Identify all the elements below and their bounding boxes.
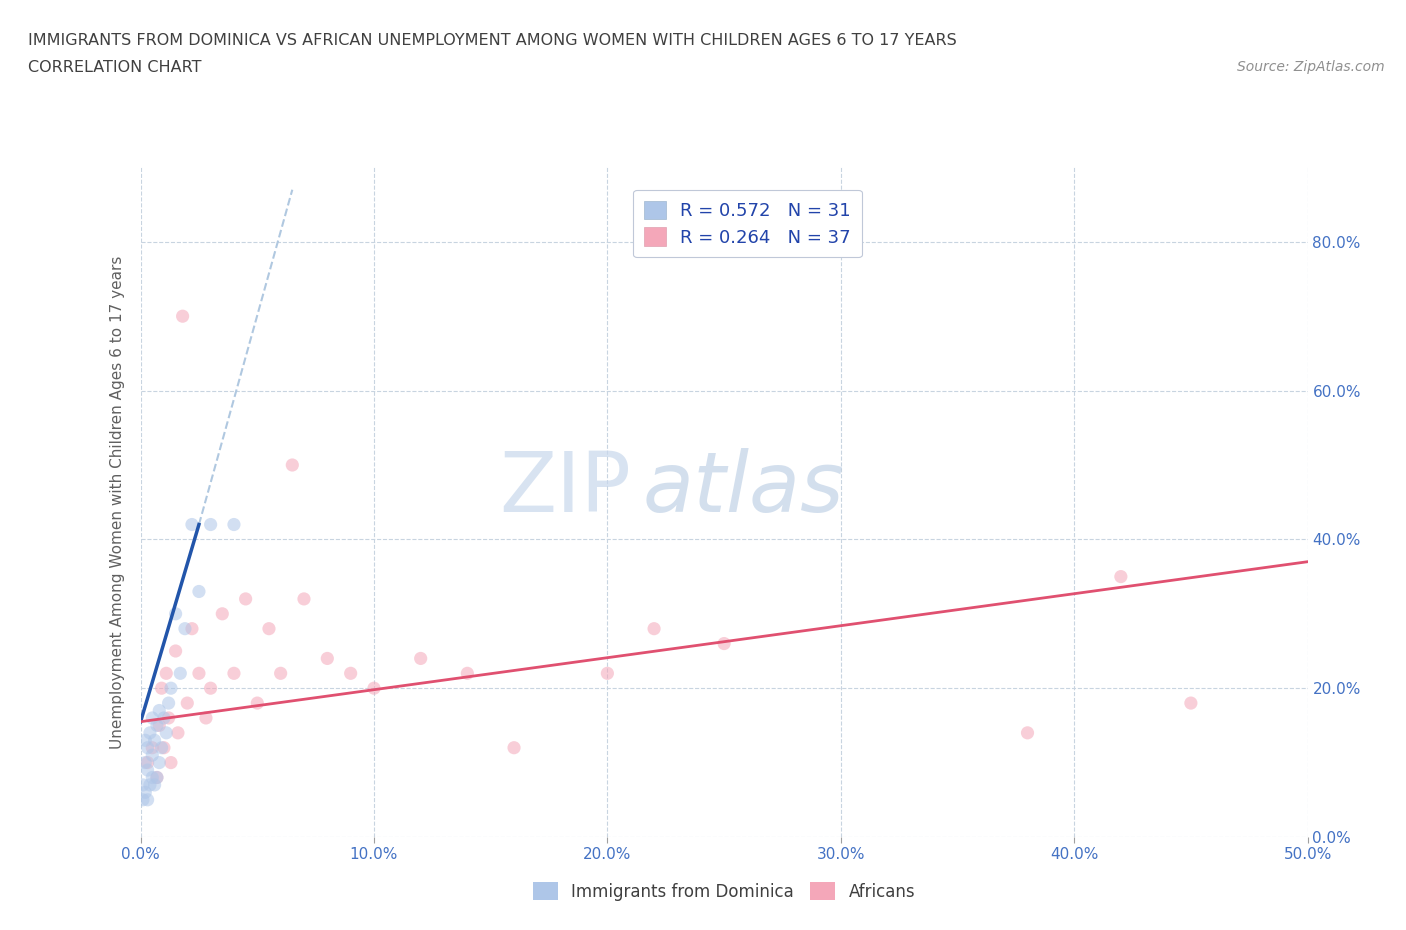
Point [188, 666, 211, 681]
Point [141, 711, 163, 725]
Point [136, 755, 159, 770]
Point [246, 696, 269, 711]
Point [150, 681, 173, 696]
Point [222, 666, 245, 681]
Point [153, 711, 176, 725]
Point [134, 755, 156, 770]
Point [713, 636, 735, 651]
Point [139, 777, 162, 792]
Point [257, 621, 280, 636]
Point [132, 777, 155, 792]
Point [143, 777, 166, 792]
Point [141, 740, 163, 755]
Point [222, 517, 245, 532]
Point [188, 584, 211, 599]
Point [165, 606, 187, 621]
Point [146, 770, 169, 785]
Point [1109, 569, 1132, 584]
Legend: Immigrants from Dominica, Africans: Immigrants from Dominica, Africans [524, 873, 924, 909]
Point [1180, 696, 1202, 711]
Point [157, 711, 180, 725]
Point [153, 740, 176, 755]
Point [167, 725, 190, 740]
Point [503, 740, 526, 755]
Point [136, 792, 159, 807]
Point [146, 770, 169, 785]
Point [270, 666, 292, 681]
Point [148, 718, 170, 733]
Point [281, 458, 304, 472]
Text: atlas: atlas [643, 448, 844, 529]
Point [211, 606, 233, 621]
Point [596, 666, 619, 681]
Point [235, 591, 257, 606]
Point [409, 651, 432, 666]
Point [172, 309, 194, 324]
Point [176, 696, 198, 711]
Point [157, 696, 180, 711]
Point [160, 681, 183, 696]
Point [456, 666, 478, 681]
Point [134, 785, 156, 800]
Point [143, 733, 166, 748]
Point [174, 621, 197, 636]
Point [165, 644, 187, 658]
Point [141, 770, 163, 785]
Point [363, 681, 385, 696]
Point [139, 725, 162, 740]
Point [181, 517, 204, 532]
Point [146, 718, 169, 733]
Point [292, 591, 315, 606]
Point [316, 651, 339, 666]
Point [339, 666, 361, 681]
Point [1017, 725, 1039, 740]
Text: ZIP: ZIP [499, 448, 631, 529]
Point [150, 740, 173, 755]
Point [181, 621, 204, 636]
Point [148, 755, 170, 770]
Text: IMMIGRANTS FROM DOMINICA VS AFRICAN UNEMPLOYMENT AMONG WOMEN WITH CHILDREN AGES : IMMIGRANTS FROM DOMINICA VS AFRICAN UNEM… [28, 33, 957, 47]
Point [200, 681, 222, 696]
Point [134, 733, 156, 748]
Y-axis label: Unemployment Among Women with Children Ages 6 to 17 years: Unemployment Among Women with Children A… [110, 256, 125, 749]
Point [194, 711, 217, 725]
Point [136, 763, 159, 777]
Point [169, 666, 191, 681]
Point [136, 740, 159, 755]
Text: CORRELATION CHART: CORRELATION CHART [28, 60, 201, 75]
Point [155, 725, 177, 740]
Point [643, 621, 665, 636]
Point [132, 792, 155, 807]
Point [160, 755, 183, 770]
Point [141, 748, 163, 763]
Point [155, 666, 177, 681]
Point [148, 703, 170, 718]
Point [200, 517, 222, 532]
Text: Source: ZipAtlas.com: Source: ZipAtlas.com [1237, 60, 1385, 74]
